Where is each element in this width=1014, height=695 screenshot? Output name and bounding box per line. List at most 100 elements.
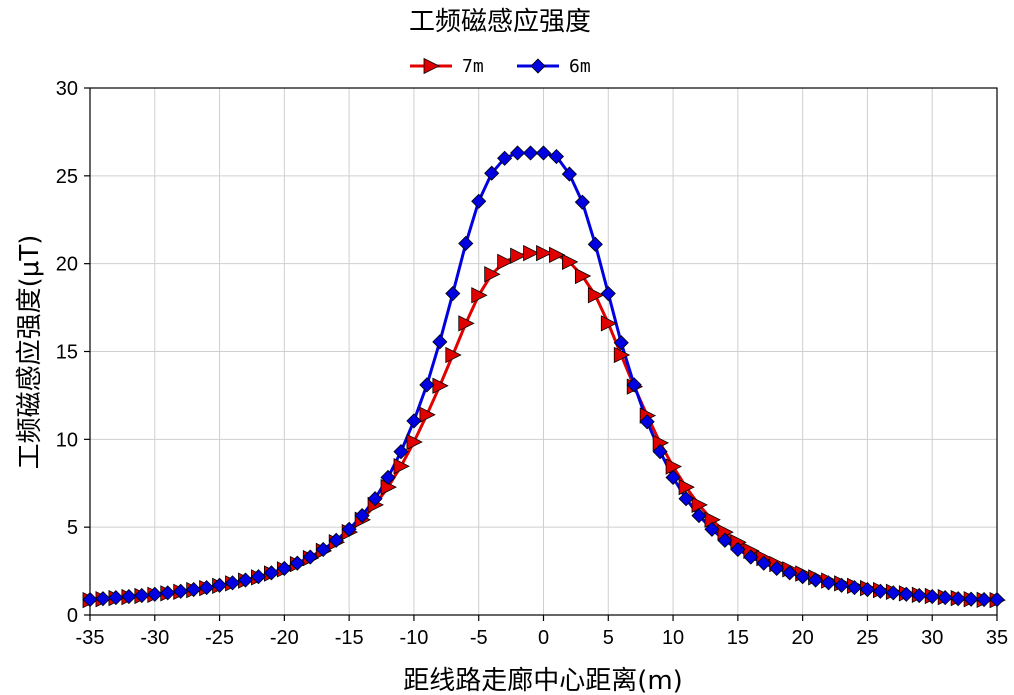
data-point [432, 334, 448, 350]
data-point [859, 581, 875, 598]
x-tick-label: 10 [662, 627, 684, 649]
data-point [535, 145, 552, 161]
data-point [121, 588, 137, 605]
data-point [626, 377, 642, 393]
data-point [497, 150, 513, 166]
data-point [432, 377, 449, 394]
data-point [678, 478, 695, 496]
data-point [756, 555, 772, 571]
data-point [562, 253, 579, 271]
x-tick-label: 15 [727, 627, 749, 649]
x-tick-label: -35 [76, 627, 105, 649]
data-point [341, 521, 357, 537]
y-tick-label: 30 [56, 78, 78, 100]
y-tick-label: 25 [56, 166, 78, 188]
data-point [924, 588, 940, 605]
x-axis-title: 距线路走廊中心距离(m) [403, 666, 683, 695]
x-tick-label: -20 [270, 627, 299, 649]
data-point [691, 508, 707, 524]
data-point [445, 285, 461, 302]
data-point [458, 315, 475, 332]
grid [89, 87, 998, 616]
x-tick-label: -30 [140, 627, 169, 649]
data-point [600, 285, 616, 302]
data-point [782, 565, 798, 581]
x-tick-label: 20 [792, 627, 814, 649]
data-point [769, 560, 785, 577]
data-point [419, 377, 435, 393]
data-point [160, 585, 176, 601]
data-point [484, 266, 501, 283]
x-tick-label: 25 [856, 627, 878, 649]
data-point [510, 247, 527, 264]
data-point [523, 244, 540, 262]
data-point [497, 253, 514, 271]
data-point [134, 587, 150, 604]
data-point [665, 458, 682, 475]
data-point [445, 346, 462, 364]
x-tick-label: 35 [986, 627, 1008, 649]
data-point [250, 569, 267, 585]
data-point [108, 590, 124, 606]
data-point [639, 414, 655, 430]
series-markers-6m [82, 145, 1005, 608]
axis-ticks: -35 -30 -25 -20 -15 -10 -5 0 5 10 15 20 25 30 35 0 5 10 15… [56, 78, 1008, 649]
data-point [743, 549, 759, 565]
data-point [820, 575, 837, 591]
data-point [898, 586, 914, 602]
legend-label: 7m [462, 56, 484, 77]
data-point [574, 194, 590, 210]
data-point [536, 244, 553, 262]
data-point [458, 235, 474, 252]
data-point [574, 267, 592, 285]
data-point [587, 287, 605, 304]
data-point [678, 491, 694, 507]
x-tick-label: 30 [921, 627, 943, 649]
y-tick-label: 5 [67, 517, 78, 539]
data-point [224, 575, 241, 591]
data-point [665, 469, 681, 486]
data-point [406, 433, 423, 451]
data-point [237, 572, 254, 588]
y-axis-title: 工频磁感应强度(μT) [15, 235, 45, 470]
data-point [199, 580, 215, 596]
series-layer [82, 145, 1006, 609]
legend: 7m 6m [410, 56, 591, 77]
data-point [406, 413, 422, 429]
y-tick-label: 15 [56, 342, 78, 364]
data-point [95, 591, 111, 607]
data-point [328, 532, 344, 548]
data-point [263, 565, 279, 581]
data-point [963, 591, 979, 607]
x-tick-label: -10 [399, 627, 428, 649]
data-point [613, 346, 631, 364]
data-point [717, 532, 733, 548]
x-tick-label: -15 [335, 627, 364, 649]
data-point [730, 541, 746, 558]
data-point [600, 315, 618, 332]
data-point [315, 541, 331, 558]
data-point [795, 569, 811, 585]
data-point [471, 287, 488, 304]
data-point [872, 583, 888, 599]
data-point [393, 458, 410, 475]
data-point [846, 580, 863, 596]
legend-marker [423, 57, 440, 75]
data-point [937, 590, 953, 606]
x-tick-label: -25 [205, 627, 234, 649]
data-point [587, 236, 603, 252]
data-point [212, 577, 228, 593]
data-point [911, 587, 927, 604]
data-point [950, 591, 966, 607]
data-point [833, 577, 850, 593]
legend-label: 6m [569, 56, 591, 77]
y-tick-label: 20 [56, 254, 78, 276]
data-point [276, 560, 292, 577]
data-point [510, 145, 526, 161]
data-point [549, 246, 566, 264]
data-point [419, 406, 436, 423]
data-point [522, 145, 539, 161]
data-point [471, 193, 487, 209]
data-point [393, 444, 409, 460]
